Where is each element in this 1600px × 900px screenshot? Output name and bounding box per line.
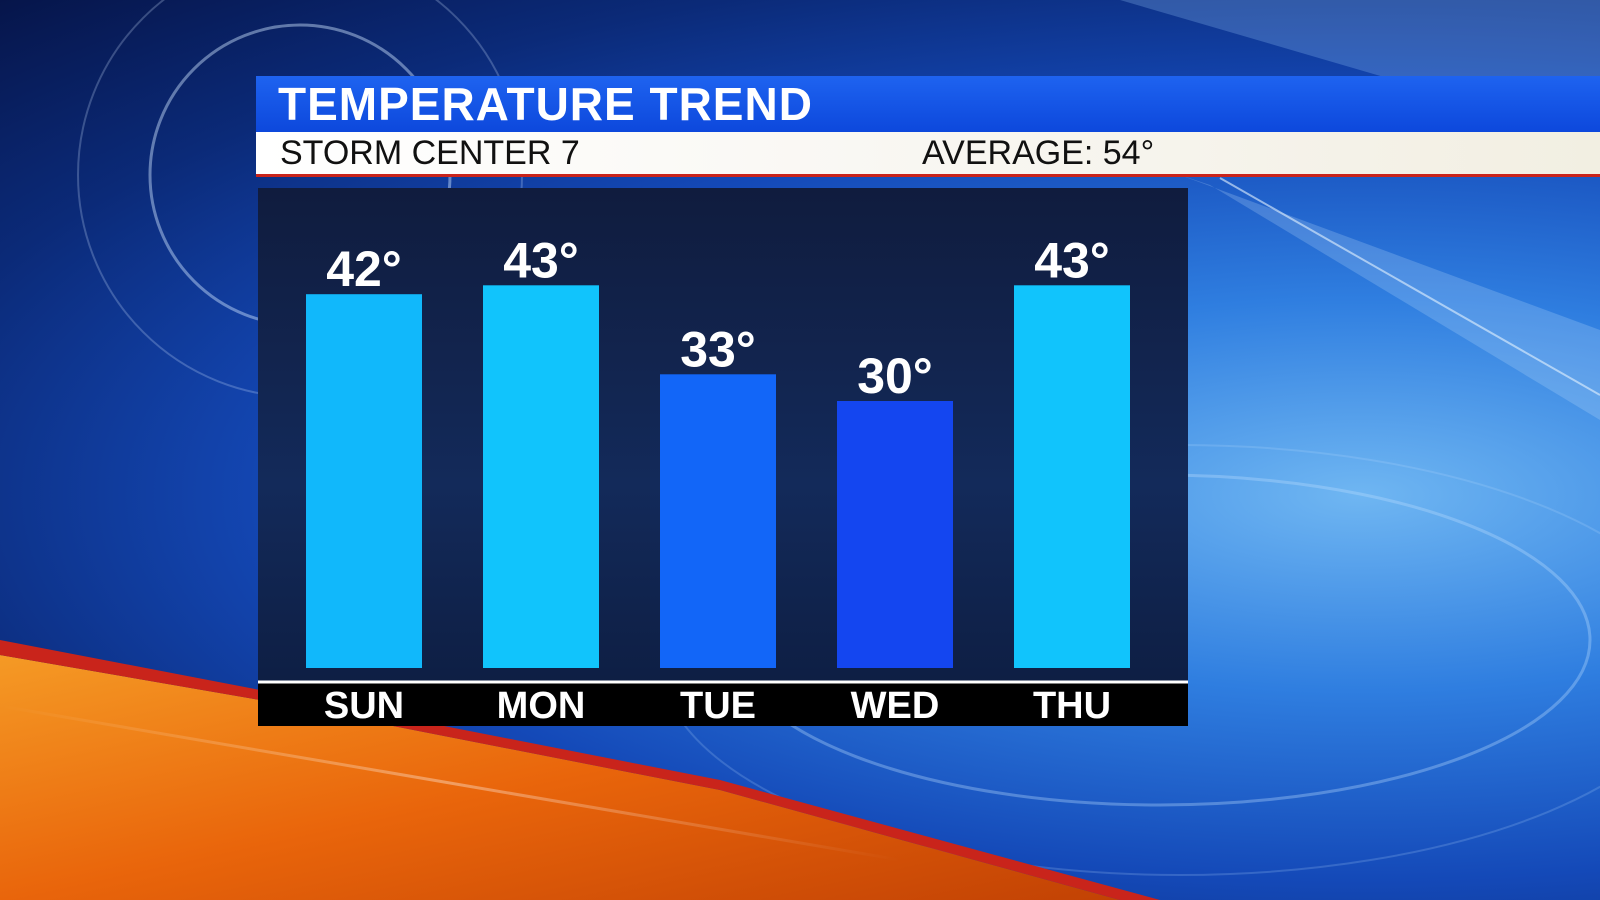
light-streak [950, 0, 1600, 140]
value-label-tue: 33° [680, 321, 756, 377]
chart-panel: 42° SUN 43° MON 33° TUE 30° WED 43° THU [258, 188, 1188, 726]
bar-tue [660, 374, 776, 668]
bar-mon [483, 285, 599, 668]
average-readout: AVERAGE: 54° [922, 135, 1154, 171]
bar-thu [1014, 285, 1130, 668]
value-label-wed: 30° [857, 348, 933, 404]
x-axis-band [258, 683, 1188, 726]
average-label: AVERAGE: [922, 134, 1094, 172]
bar-chart: 42° SUN 43° MON 33° TUE 30° WED 43° THU [258, 232, 1188, 726]
average-value: 54° [1102, 134, 1155, 172]
light-streak [1180, 175, 1600, 420]
value-label-sun: 42° [326, 241, 402, 297]
category-label-sun: SUN [324, 685, 404, 726]
bar-sun [306, 294, 422, 668]
category-label-tue: TUE [680, 685, 756, 726]
station-name: STORM CENTER 7 [280, 134, 580, 172]
title-bar: TEMPERATURE TREND [256, 76, 1600, 132]
chart-title: TEMPERATURE TREND [278, 78, 813, 130]
light-streak [1219, 177, 1600, 396]
value-label-thu: 43° [1034, 232, 1110, 288]
category-label-thu: THU [1033, 685, 1111, 726]
category-label-wed: WED [851, 685, 940, 726]
light-streak [0, 704, 901, 862]
bars-group: 42° SUN 43° MON 33° TUE 30° WED 43° THU [306, 232, 1130, 726]
bar-wed [837, 401, 953, 668]
subtitle-bar: STORM CENTER 7 AVERAGE: 54° [256, 132, 1600, 177]
value-label-mon: 43° [503, 232, 579, 288]
category-label-mon: MON [497, 685, 586, 726]
